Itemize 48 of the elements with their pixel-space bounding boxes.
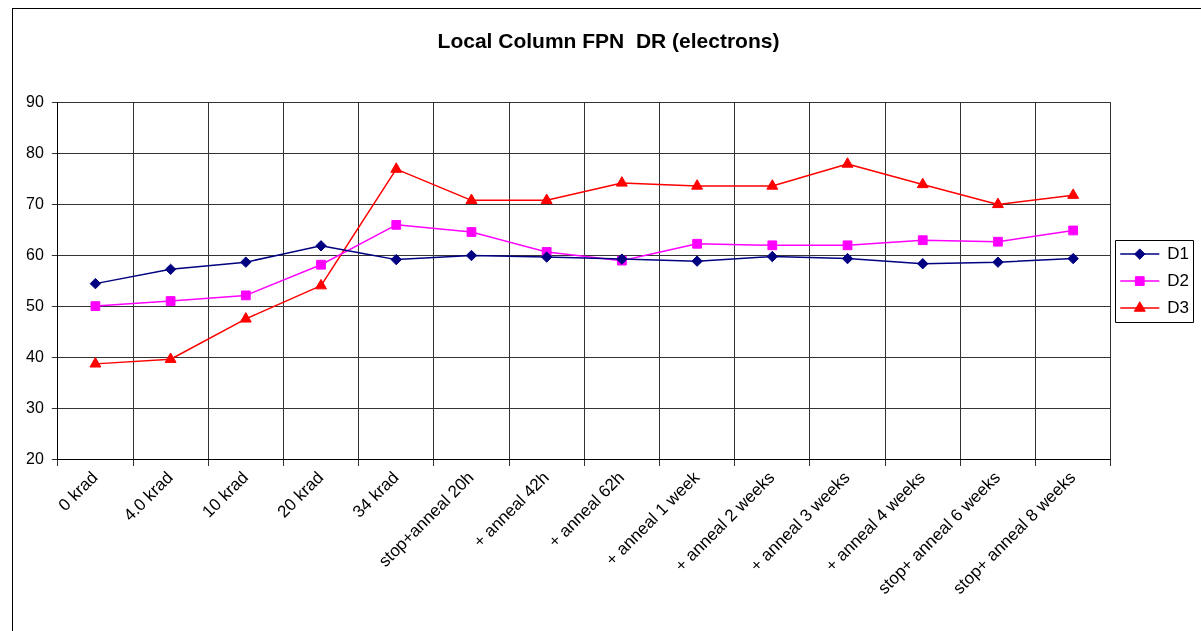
point [842, 240, 853, 251]
point [465, 249, 478, 262]
point [240, 256, 252, 268]
point [766, 179, 779, 190]
chart-title: Local Column FPN DR (electrons) [437, 29, 780, 53]
point [691, 255, 703, 267]
point [917, 235, 928, 246]
legend-label: D1 [1167, 243, 1189, 263]
point [315, 240, 327, 252]
point [1068, 225, 1079, 236]
point [390, 253, 402, 266]
legend-label: D2 [1167, 270, 1189, 290]
point [465, 193, 478, 204]
point [766, 250, 779, 263]
point [316, 259, 326, 270]
point [841, 157, 854, 168]
y-tick-label: 50 [26, 297, 44, 315]
point [391, 219, 402, 230]
y-tick-label: 40 [26, 348, 44, 366]
y-tick-label: 80 [26, 143, 44, 161]
point [1067, 252, 1079, 265]
y-tick-label: 60 [26, 245, 44, 263]
point [917, 258, 929, 270]
point [615, 176, 628, 187]
point [165, 296, 176, 306]
point [540, 193, 553, 204]
point [390, 162, 403, 173]
point [90, 301, 101, 312]
point [466, 227, 477, 237]
point [692, 238, 702, 249]
y-tick-label: 20 [26, 450, 44, 468]
point [916, 177, 929, 189]
point [991, 197, 1004, 209]
legend-label: D3 [1167, 297, 1189, 317]
point [315, 278, 327, 290]
point [993, 236, 1003, 247]
point [691, 179, 704, 190]
y-tick-label: 70 [26, 194, 44, 212]
y-tick-label: 90 [26, 92, 44, 110]
y-tick-label: 30 [26, 399, 44, 417]
point [767, 240, 778, 251]
point [164, 263, 177, 276]
point [540, 251, 553, 263]
point [841, 252, 854, 265]
point [240, 290, 251, 301]
point [992, 256, 1004, 268]
point [89, 277, 102, 290]
point [1067, 188, 1080, 199]
